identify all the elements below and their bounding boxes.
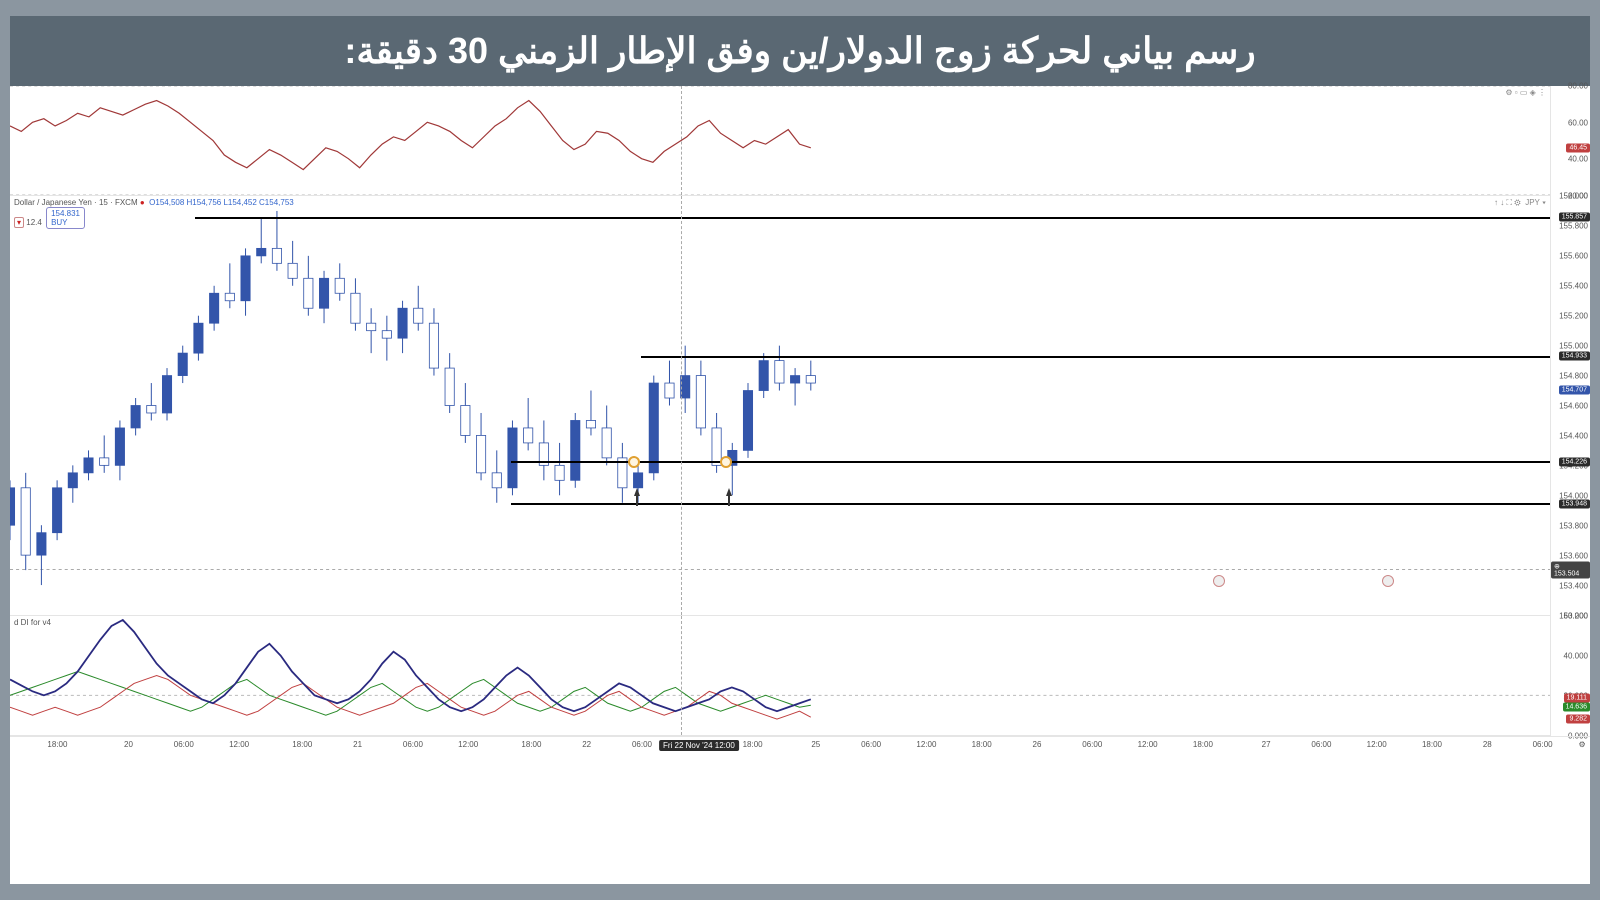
chart-area: ⚙ ▫ ▭ ◈ ⋮ 20.0040.0060.0080.0046.45 Doll… <box>10 86 1590 884</box>
time-axis: 18:002006:0012:0018:002106:0012:0018:002… <box>10 736 1590 756</box>
price-pane[interactable]: Dollar / Japanese Yen · 15 · FXCM ● O154… <box>10 196 1550 616</box>
page-title: رسم بياني لحركة زوج الدولار/ين وفق الإطا… <box>10 16 1590 86</box>
rsi-yaxis: 20.0040.0060.0080.0046.45 <box>1550 86 1590 196</box>
adx-yaxis: 0.00020.00040.00060.00019.11114.6369.282 <box>1550 616 1590 736</box>
price-yaxis: 153.200153.400153.600153.800154.000154.2… <box>1550 196 1590 616</box>
rsi-pane[interactable]: ⚙ ▫ ▭ ◈ ⋮ <box>10 86 1550 196</box>
adx-pane[interactable]: d DI for v4 <box>10 616 1550 736</box>
